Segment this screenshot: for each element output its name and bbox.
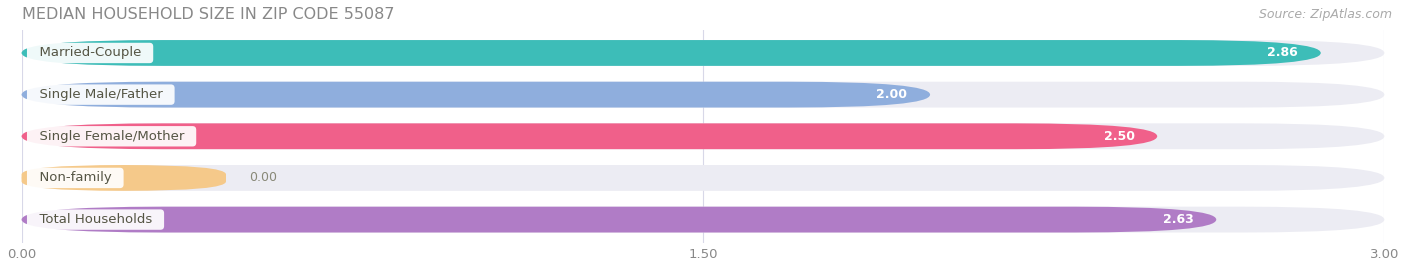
Text: 2.86: 2.86 [1267,46,1298,59]
FancyBboxPatch shape [21,123,1385,149]
FancyBboxPatch shape [21,40,1320,66]
Text: Non-family: Non-family [31,172,120,184]
FancyBboxPatch shape [21,207,1216,233]
Text: Single Female/Mother: Single Female/Mother [31,130,193,143]
FancyBboxPatch shape [21,207,1385,233]
Text: Married-Couple: Married-Couple [31,46,149,59]
FancyBboxPatch shape [21,165,1385,191]
Text: 2.63: 2.63 [1163,213,1194,226]
FancyBboxPatch shape [21,123,1157,149]
Text: MEDIAN HOUSEHOLD SIZE IN ZIP CODE 55087: MEDIAN HOUSEHOLD SIZE IN ZIP CODE 55087 [21,7,394,22]
Text: 2.00: 2.00 [876,88,907,101]
FancyBboxPatch shape [21,165,226,191]
FancyBboxPatch shape [21,82,1385,107]
Text: Single Male/Father: Single Male/Father [31,88,172,101]
Text: Total Households: Total Households [31,213,160,226]
FancyBboxPatch shape [21,40,1385,66]
Text: 2.50: 2.50 [1104,130,1135,143]
FancyBboxPatch shape [21,82,931,107]
Text: Source: ZipAtlas.com: Source: ZipAtlas.com [1258,8,1392,21]
Text: 0.00: 0.00 [249,172,277,184]
